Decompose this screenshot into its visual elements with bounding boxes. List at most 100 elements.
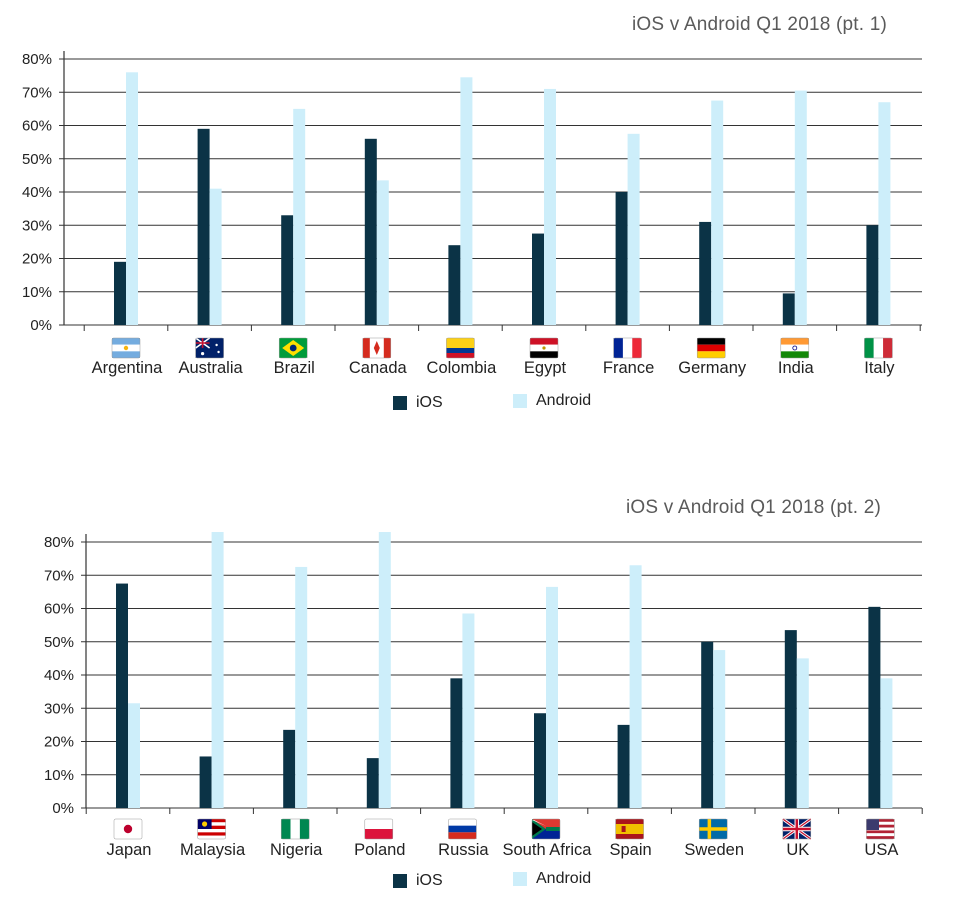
colombia-flag-icon [446,337,475,359]
bar-android-brazil [293,108,306,325]
australia-flag-icon [195,337,224,359]
x-category-label: Nigeria [270,841,323,859]
italy-flag-icon [864,337,893,359]
y-tick-label: 40% [22,184,52,201]
y-tick-label: 0% [52,800,74,817]
y-tick-label: 30% [44,700,74,717]
bar-ios-australia [197,128,210,325]
bar-android-spain [629,565,642,808]
nigeria-flag-icon [280,818,310,840]
bar-ios-japan [116,583,128,808]
argentina-flag-icon [111,337,141,359]
x-category-label: India [778,359,815,377]
x-category-label: Brazil [274,359,315,377]
bar-ios-argentina [114,261,126,325]
sweden-flag-icon [698,818,728,840]
chart-2-legend-ios: iOS [393,872,443,890]
bar-ios-egypt [532,233,544,325]
bar-android-nigeria [295,566,308,808]
y-tick-label: 60% [22,118,52,135]
bar-ios-brazil [281,215,294,325]
bar-android-poland [378,532,391,808]
chart-1-title: iOS v Android Q1 2018 (pt. 1) [631,14,887,35]
android-swatch [513,872,527,886]
y-tick-label: 50% [44,634,74,651]
y-tick-label: 60% [44,601,74,618]
legend-label-android: Android [536,392,592,409]
y-tick-label: 70% [22,84,52,101]
y-tick-label: 40% [44,667,74,684]
uk-flag-icon [781,817,812,841]
chart-1-plot: 0% 10% 20% 30% 40% 50% 60% 70% 80% Argentina Austr… [22,51,922,377]
bar-ios-uk [784,630,797,808]
chart-1-legend-ios: iOS [393,394,443,412]
india-flag-icon [780,337,810,359]
bar-android-usa [880,678,893,808]
france-flag-icon [613,337,642,359]
bar-android-south-africa [546,586,558,808]
legend-label-ios: iOS [416,394,443,411]
x-category-label: Japan [107,841,152,859]
x-category-label: France [603,359,654,377]
x-category-label: Egypt [524,359,567,377]
poland-flag-icon [364,818,394,840]
y-tick-label: 10% [22,284,52,301]
russia-flag-icon [448,818,477,840]
bar-android-india [794,90,807,326]
bar-android-canada [376,180,389,325]
android-swatch [513,394,527,408]
y-tick-label: 20% [44,734,74,751]
bar-android-uk [796,658,809,808]
canada-flag-icon [362,337,392,359]
chart-2-title: iOS v Android Q1 2018 (pt. 2) [625,497,881,518]
y-tick-label: 80% [22,51,52,68]
bar-ios-malaysia [199,756,212,808]
bar-ios-germany [699,221,712,325]
bar-android-italy [878,102,891,325]
y-tick-label: 10% [44,767,74,784]
japan-flag-icon [113,818,143,840]
x-category-label: USA [864,841,898,859]
bar-android-egypt [544,88,556,325]
bar-android-australia [209,188,222,325]
x-category-label: Germany [678,359,747,377]
bar-android-malaysia [211,532,224,808]
bar-ios-russia [450,678,463,808]
chart-2-legend-android: Android [513,870,591,888]
x-category-label: Canada [349,359,408,377]
south-africa-flag-icon [531,818,561,840]
x-category-label: Argentina [92,359,163,377]
legend-label-ios: iOS [416,872,443,889]
bar-ios-poland [366,758,379,808]
bar-android-sweden [713,650,726,808]
y-tick-label: 20% [22,251,52,268]
x-category-label: Sweden [684,841,744,859]
bar-android-argentina [126,72,138,325]
x-category-label: Malaysia [180,841,246,859]
x-category-label: UK [786,841,809,859]
malaysia-flag-icon [197,818,226,840]
bar-ios-sweden [701,641,714,808]
spain-flag-icon [615,818,644,840]
x-category-label: Italy [864,359,895,377]
bar-android-france [627,133,640,325]
bar-android-colombia [460,77,473,325]
usa-flag-icon [866,818,895,840]
x-category-label: Russia [438,841,489,859]
bar-ios-south-africa [534,713,546,808]
x-category-label: Colombia [427,359,498,377]
brazil-flag-icon [278,337,308,359]
bar-android-germany [711,100,724,325]
chart-1-legend-android: Android [513,392,591,410]
bar-ios-spain [617,724,630,808]
bar-ios-india [782,293,795,325]
bar-ios-nigeria [283,729,296,808]
y-tick-label: 80% [44,534,74,551]
gridlines: 0% 10% 20% 30% 40% 50% 60% 70% 80% [44,534,922,817]
x-category-label: South Africa [503,841,593,859]
bar-ios-france [615,192,628,325]
bar-android-japan [128,703,140,808]
legend-label-android: Android [536,870,592,887]
germany-flag-icon [696,337,726,359]
bar-ios-colombia [448,245,461,325]
